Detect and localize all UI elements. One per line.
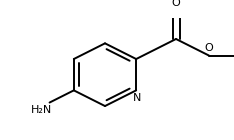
Text: O: O (172, 0, 180, 8)
Text: H₂N: H₂N (31, 105, 52, 115)
Text: O: O (205, 43, 213, 53)
Text: N: N (133, 93, 141, 103)
